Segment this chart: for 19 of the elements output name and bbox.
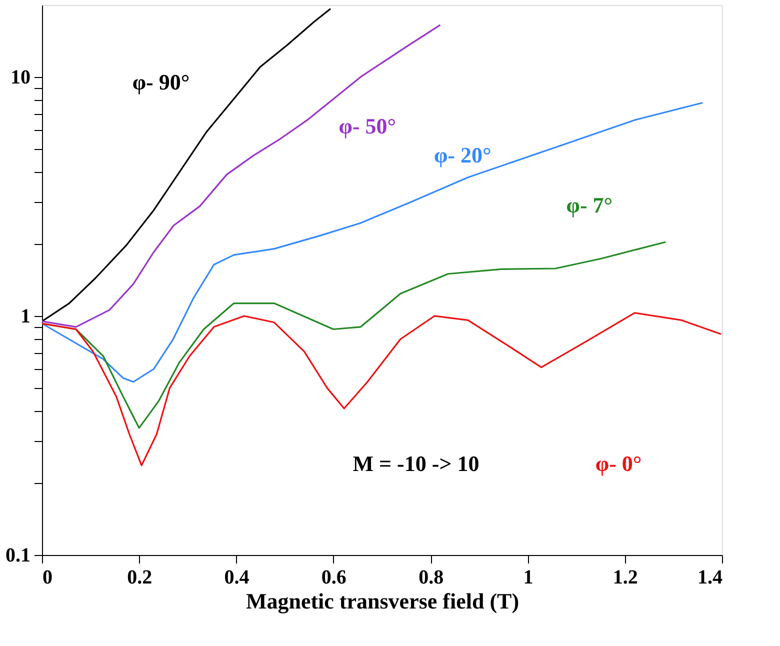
- x-tick-label: 1.2: [612, 566, 638, 588]
- y-tick-label: 0.1: [6, 544, 30, 566]
- x-axis-title: Magnetic transverse field (T): [246, 588, 520, 614]
- x-tick-label: 0.2: [127, 566, 152, 588]
- x-tick-label: 1.4: [698, 566, 722, 588]
- y-tick-label: 1: [20, 305, 30, 328]
- line-series: [42, 102, 704, 383]
- series-label: φ- 90°: [132, 69, 190, 94]
- text: φ- 0°: [595, 451, 642, 476]
- series-label: φ- 20°: [434, 142, 492, 168]
- x-tick-label: 0.4: [224, 566, 250, 588]
- x-tick-label: 0.6: [321, 566, 346, 588]
- annotation: M = -10 -> 10: [352, 451, 480, 476]
- x-tick-label: 0.8: [418, 566, 444, 588]
- x-tick-label: 1: [523, 566, 534, 588]
- y-tick-label: 10: [10, 66, 30, 88]
- x-tick-label: 0: [42, 566, 52, 588]
- series-label: φ- 7°: [566, 192, 613, 218]
- series-label: φ- 50°: [338, 114, 396, 139]
